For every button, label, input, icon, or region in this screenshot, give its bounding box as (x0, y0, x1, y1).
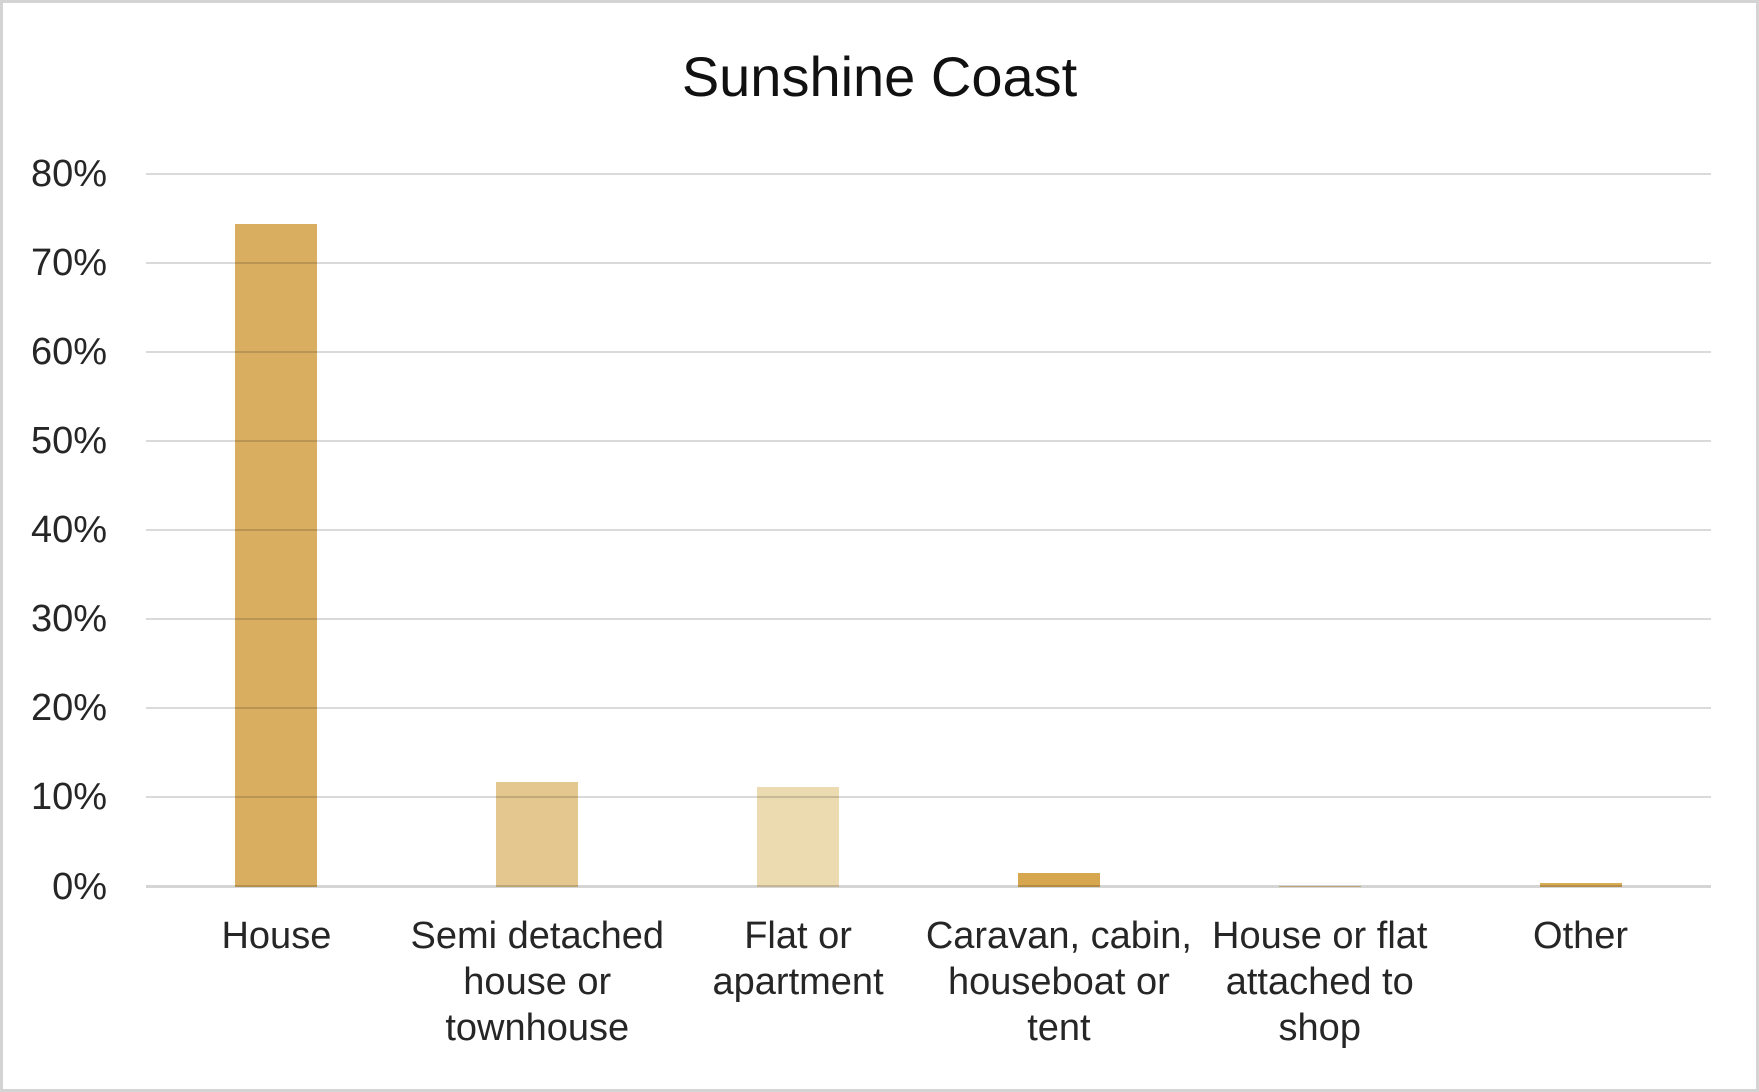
x-category-label-other: Other (1533, 915, 1629, 957)
y-axis-tick-label-10pct: 10% (30, 776, 107, 819)
gridline-30pct (146, 618, 1711, 621)
y-axis-tick-label-30pct: 30% (30, 598, 107, 641)
gridline-40pct (146, 529, 1711, 531)
y-axis-tick-label-60pct: 60% (30, 330, 107, 373)
x-category-label-semi-detached-house-or-townhouse: Semi detached house or townhouse (410, 915, 665, 1049)
y-axis-tick-label-70pct: 70% (30, 241, 107, 284)
bar-semi-detached-house-or-townhouse (496, 781, 579, 887)
gridline-80pct (146, 172, 1711, 175)
chart-title: Sunshine Coast (681, 45, 1078, 108)
bar-house-or-flat-attached-to-shop (1278, 885, 1361, 887)
y-axis-tick-label-0pct: 0% (52, 865, 107, 908)
gridline-20pct (146, 707, 1711, 710)
y-axis-tick-label-40pct: 40% (30, 509, 107, 551)
y-axis-tick-label-20pct: 20% (30, 687, 107, 730)
x-axis-line (146, 885, 1711, 888)
bar-other (1539, 882, 1622, 887)
x-category-label-caravan-cabin-houseboat-or-tent: Caravan, cabin, houseboat or tent (925, 915, 1192, 1049)
y-axis-tick-label-80pct: 80% (30, 152, 107, 195)
gridline-60pct (146, 350, 1711, 353)
x-category-label-house: House (221, 915, 332, 957)
bar-house (235, 223, 318, 887)
gridline-10pct (146, 796, 1711, 799)
bar-caravan-cabin-houseboat-or-tent (1017, 872, 1100, 887)
gridline-50pct (146, 439, 1711, 442)
bar-flat-or-apartment (757, 786, 840, 887)
gridline-70pct (146, 261, 1711, 264)
y-axis-tick-label-50pct: 50% (30, 419, 107, 462)
x-category-label-flat-or-apartment: Flat or apartment (712, 915, 884, 1003)
x-category-label-house-or-flat-attached-to-shop: House or flat attached to shop (1212, 915, 1428, 1049)
